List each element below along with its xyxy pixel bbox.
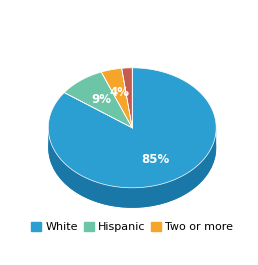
Text: 4%: 4% bbox=[110, 86, 130, 99]
Polygon shape bbox=[101, 68, 132, 128]
Polygon shape bbox=[64, 72, 132, 128]
Polygon shape bbox=[122, 68, 132, 128]
Polygon shape bbox=[48, 68, 216, 188]
Legend: White, Hispanic, Two or more: White, Hispanic, Two or more bbox=[31, 222, 233, 232]
Text: 85%: 85% bbox=[141, 153, 169, 166]
Text: 9%: 9% bbox=[91, 93, 111, 106]
Polygon shape bbox=[48, 126, 216, 208]
Ellipse shape bbox=[48, 88, 216, 208]
